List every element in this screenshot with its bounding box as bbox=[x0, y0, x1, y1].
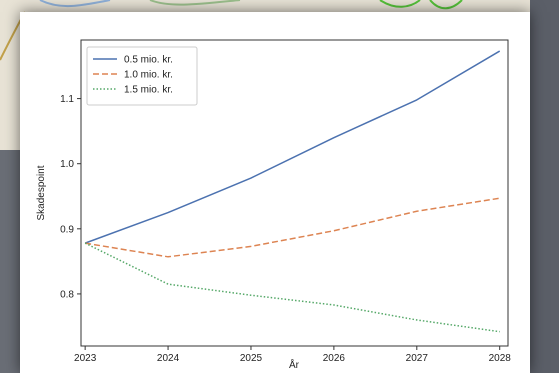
series-line-2 bbox=[85, 197, 500, 258]
series-line-1 bbox=[84, 50, 501, 244]
x-tick-label: 2023 bbox=[74, 353, 97, 364]
y-tick-label: 0.8 bbox=[60, 289, 74, 300]
line-chart: 2023 2024 2025 2026 2027 2028 0.8 0.9 1.0 1.1 År… bbox=[36, 39, 511, 371]
legend-label-2: 1.0 mio. kr. bbox=[124, 70, 173, 81]
x-axis-ticks: 2023 2024 2025 2026 2027 2028 bbox=[74, 346, 511, 364]
series-line-3 bbox=[84, 242, 500, 333]
y-tick-label: 1.0 bbox=[60, 159, 74, 170]
legend-box bbox=[86, 46, 198, 106]
x-tick-label: 2027 bbox=[406, 353, 429, 364]
y-axis-ticks: 0.8 0.9 1.0 1.1 bbox=[60, 94, 81, 300]
plot-area-frame bbox=[80, 39, 509, 347]
y-tick-label: 0.9 bbox=[60, 224, 74, 235]
legend-label-1: 0.5 mio. kr. bbox=[124, 55, 173, 66]
x-tick-label: 2028 bbox=[489, 353, 512, 364]
x-tick-label: 2024 bbox=[157, 353, 180, 364]
chart-card: 2023 2024 2025 2026 2027 2028 0.8 0.9 1.0 1.1 År… bbox=[20, 12, 530, 373]
y-tick-label: 1.1 bbox=[60, 94, 74, 105]
x-tick-label: 2026 bbox=[323, 353, 346, 364]
legend: 0.5 mio. kr. 1.0 mio. kr. 1.5 mio. kr. bbox=[86, 46, 198, 106]
x-tick-label: 2025 bbox=[240, 353, 263, 364]
y-axis-label: Skadespoint bbox=[36, 165, 47, 220]
legend-label-3: 1.5 mio. kr. bbox=[124, 85, 173, 96]
x-axis-label: År bbox=[289, 358, 300, 371]
series-layer bbox=[84, 50, 501, 333]
